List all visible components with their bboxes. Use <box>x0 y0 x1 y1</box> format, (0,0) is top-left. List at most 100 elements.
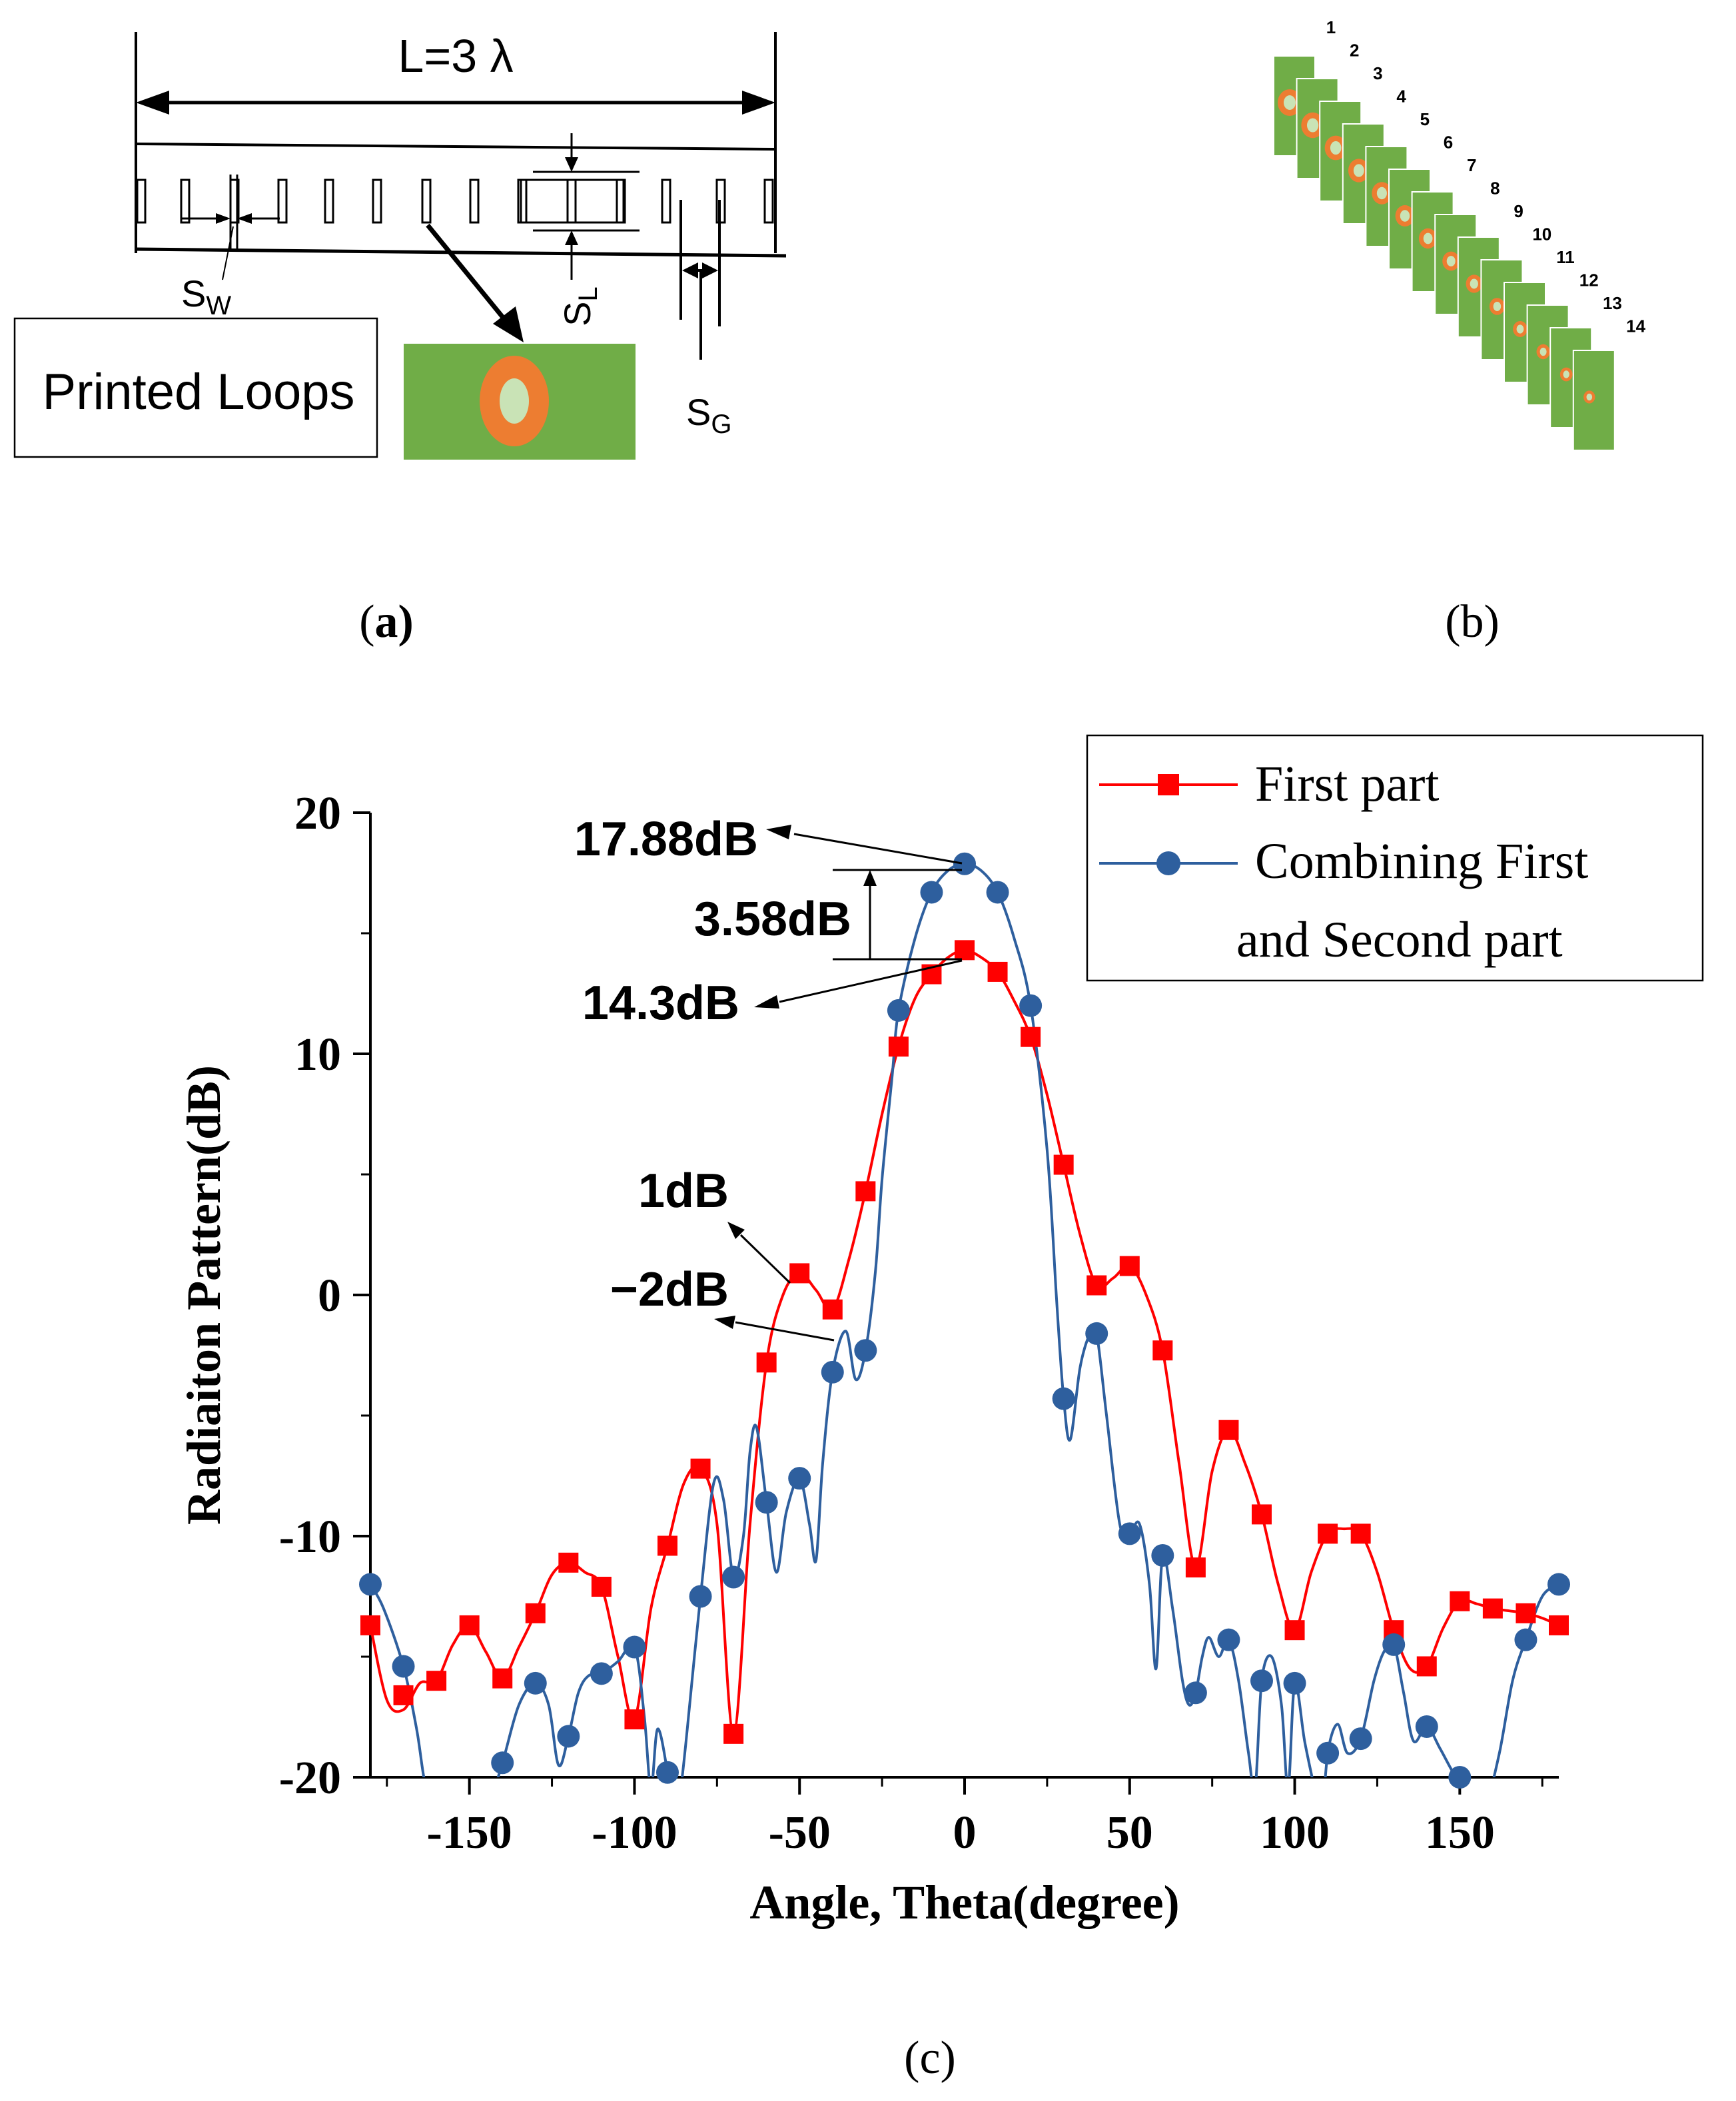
annotation-sidelobe-combined-arrowhead-icon <box>714 1316 735 1329</box>
combined-point <box>524 1671 547 1695</box>
strip-bottom-edge <box>135 247 787 258</box>
first-part-point <box>822 1299 843 1320</box>
annotation-peak-combined-leader <box>793 833 963 865</box>
stack-loop-hole <box>1400 210 1410 222</box>
legend-combined-marker <box>1156 851 1180 875</box>
y-tick-label: 10 <box>294 1029 341 1080</box>
slot-array <box>136 179 774 224</box>
caption-b: (b) <box>1445 596 1500 647</box>
first-part-point <box>855 1181 876 1202</box>
annotation-peak-first: 14.3dB <box>582 977 739 1030</box>
slot <box>763 179 774 224</box>
slot <box>661 179 671 224</box>
annotation-sidelobe-first-arrowhead-icon <box>727 1222 745 1239</box>
combined-point <box>1349 1727 1372 1751</box>
first-part-point <box>492 1668 513 1689</box>
sl-arrowhead-up-icon <box>565 230 578 245</box>
y-tick-label: -20 <box>279 1753 341 1804</box>
first-part-point <box>1053 1154 1074 1175</box>
combined-point <box>920 881 943 904</box>
legend-first-part-label: First part <box>1255 756 1440 812</box>
length-label: L=3 λ <box>398 30 513 82</box>
x-tick-label: 100 <box>1260 1807 1330 1859</box>
first-part-point <box>558 1552 579 1573</box>
first-part-point <box>393 1685 414 1705</box>
sw-arrowhead-left-icon <box>237 213 252 224</box>
first-part-point <box>1252 1504 1272 1525</box>
slot <box>421 179 432 224</box>
sw-label: SW <box>181 272 231 320</box>
combined-point <box>755 1491 778 1514</box>
first-part-point <box>426 1671 447 1691</box>
caption-c: (c) <box>904 2032 956 2084</box>
first-part-point <box>723 1723 744 1744</box>
first-part-point <box>1021 1027 1041 1047</box>
annotation-gain-difference: 3.58dB <box>694 893 851 946</box>
annotation-peak-first-arrowhead-icon <box>754 995 779 1009</box>
y-axis-title: Radiaiton Pattern(dB) <box>177 1065 230 1525</box>
first-part-point <box>888 1037 909 1057</box>
combined-point <box>491 1751 514 1775</box>
callout-arrow-line <box>426 223 512 328</box>
right-arrowhead-icon <box>742 91 775 115</box>
first-part-point <box>1185 1557 1206 1578</box>
combined-point <box>1019 994 1043 1017</box>
legend-box <box>1086 734 1704 982</box>
combined-point <box>1448 1766 1472 1789</box>
stack-loop-hole <box>1330 141 1342 155</box>
first-part-point <box>987 961 1008 982</box>
x-tick-label: -50 <box>769 1807 831 1859</box>
first-part-point <box>459 1615 480 1635</box>
stack-element-number: 11 <box>1556 247 1575 267</box>
combined-markers <box>359 852 1570 1789</box>
x-tick-labels: -150 -100 -50 0 50 100 150 <box>427 1807 1495 1859</box>
slot <box>566 179 577 224</box>
stack-element-number: 4 <box>1396 87 1406 107</box>
printed-loops-label: Printed Loops <box>43 364 355 420</box>
callout-arrowhead-icon <box>493 306 524 342</box>
stack-loop-hole <box>1539 347 1547 356</box>
combined-point <box>392 1655 415 1678</box>
first-part-point <box>1318 1523 1338 1544</box>
combined-point <box>1382 1633 1406 1656</box>
combined-point <box>1283 1671 1306 1695</box>
annotation-sidelobe-first: 1dB <box>638 1164 729 1218</box>
combined-point <box>1184 1681 1207 1705</box>
combined-point <box>1415 1715 1438 1738</box>
legend-combined-label-line1: Combining First <box>1255 833 1588 889</box>
unit-cell-outline <box>520 179 625 224</box>
combined-point <box>1052 1387 1075 1410</box>
stack-element-number: 7 <box>1467 155 1476 175</box>
annotation-sidelobe-combined-leader <box>735 1321 835 1342</box>
printed-loop-hole <box>500 378 529 424</box>
x-tick-label: 150 <box>1425 1807 1495 1859</box>
first-part-point <box>690 1458 711 1479</box>
first-part-point <box>657 1535 677 1556</box>
legend-combined-label-line2: and Second part <box>1236 912 1563 968</box>
first-part-point <box>1119 1256 1140 1276</box>
combined-point <box>1250 1669 1273 1693</box>
x-tick-label: 50 <box>1106 1807 1153 1859</box>
first-part-point <box>955 940 975 961</box>
stack-element-number: 6 <box>1444 133 1453 153</box>
x-tick-label: 0 <box>953 1807 977 1859</box>
combined-point <box>590 1662 613 1685</box>
sg-label: SG <box>686 391 731 439</box>
first-part-point <box>525 1603 546 1623</box>
y-tick-label: -10 <box>279 1511 341 1563</box>
first-part-point <box>1416 1656 1437 1677</box>
first-part-point <box>624 1709 645 1730</box>
first-part-point <box>1482 1598 1503 1619</box>
panel-a: L=3 λ SL SW SG Printed <box>13 30 787 647</box>
sl-arrowhead-down-icon <box>565 157 578 172</box>
annotation-gain-arrowhead-icon <box>863 870 877 886</box>
combined-point <box>821 1360 844 1384</box>
legend-first-part-marker <box>1158 774 1179 795</box>
combined-point <box>854 1339 877 1362</box>
combined-point <box>656 1761 679 1784</box>
slot <box>136 179 147 224</box>
stack-loop-hole <box>1470 278 1478 289</box>
first-part-point <box>789 1263 810 1284</box>
